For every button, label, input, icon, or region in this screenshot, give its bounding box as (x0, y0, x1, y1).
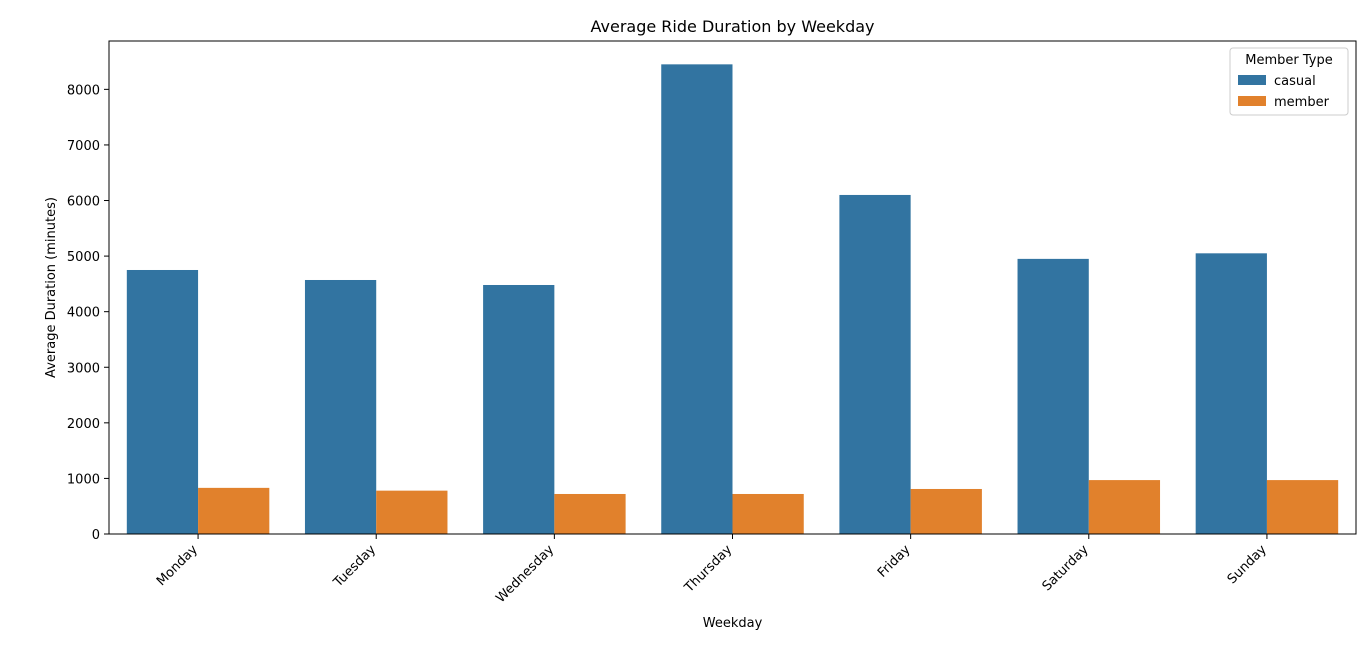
x-tick-label: Wednesday (493, 542, 557, 606)
bar-casual-friday (839, 194, 911, 534)
y-tick-label: 2000 (67, 417, 100, 432)
bar-member-friday (910, 488, 982, 534)
x-axis: Monday Tuesday Wednesday Thursday Friday Satu… (154, 534, 1270, 606)
x-tick-label: Tuesday (330, 542, 379, 591)
bar-casual-monday (126, 269, 199, 534)
x-tick-label: Thursday (681, 542, 735, 596)
bar-casual-thursday (661, 64, 733, 534)
chart-title: Average Ride Duration by Weekday (591, 17, 875, 36)
bars-group (126, 64, 1339, 534)
x-axis-label: Weekday (703, 616, 763, 631)
bar-casual-wednesday (483, 284, 555, 534)
legend-title: Member Type (1245, 53, 1332, 68)
y-axis-label: Average Duration (minutes) (44, 197, 59, 378)
bar-member-thursday (732, 493, 804, 534)
legend-label-member: member (1274, 95, 1330, 110)
y-tick-label: 3000 (67, 361, 100, 376)
bar-casual-tuesday (304, 279, 377, 534)
y-tick-label: 8000 (67, 83, 100, 98)
legend-swatch-casual (1238, 75, 1266, 85)
bar-casual-saturday (1017, 258, 1089, 534)
y-tick-label: 0 (92, 528, 100, 543)
x-tick-label: Saturday (1040, 542, 1092, 594)
y-tick-label: 6000 (67, 195, 100, 210)
x-tick-label: Monday (154, 542, 201, 589)
plot-frame (108, 40, 1357, 535)
bar-member-tuesday (376, 490, 448, 534)
legend-label-casual: casual (1274, 74, 1316, 89)
legend-items: casual member (1238, 74, 1330, 110)
y-axis: 0 1000 2000 3000 4000 5000 6000 7000 8000 (67, 83, 109, 543)
y-tick-label: 5000 (67, 250, 100, 265)
y-tick-label: 1000 (67, 472, 100, 487)
y-tick-label: 4000 (67, 306, 100, 321)
y-tick-label: 7000 (67, 139, 100, 154)
bar-member-wednesday (554, 493, 626, 534)
legend-swatch-member (1238, 96, 1266, 106)
bar-member-saturday (1088, 480, 1161, 534)
legend: Member Type casual member (1229, 47, 1349, 116)
x-tick-label: Sunday (1225, 542, 1270, 587)
bar-member-monday (198, 487, 270, 534)
bar-casual-sunday (1195, 253, 1267, 534)
bar-member-sunday (1266, 480, 1339, 534)
x-tick-label: Friday (875, 542, 914, 581)
